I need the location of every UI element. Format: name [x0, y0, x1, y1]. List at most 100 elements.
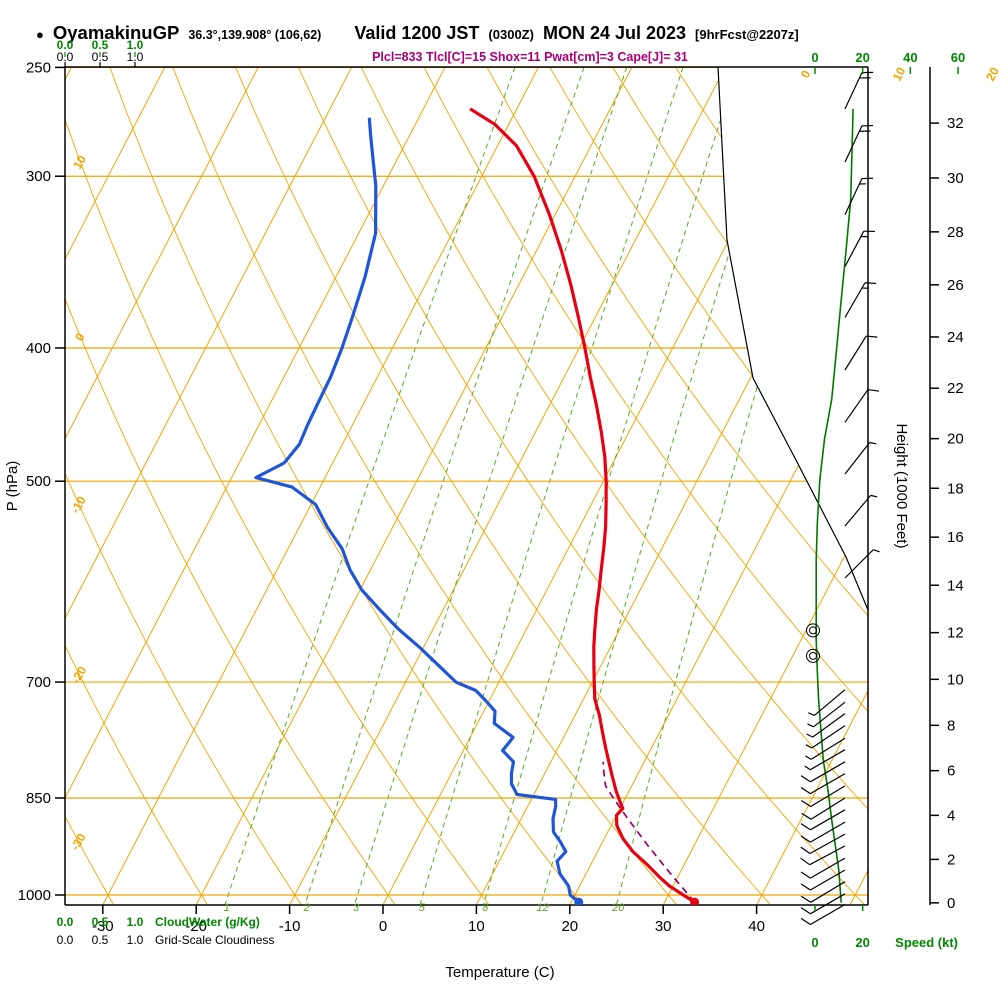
wind-barb-icon — [844, 335, 878, 371]
svg-text:0: 0 — [72, 330, 88, 343]
temperature-tick-label: 10 — [468, 918, 485, 935]
speed-tick-label-bottom: 20 — [855, 935, 869, 950]
cloudwater-scale-bottom: 1.0 — [127, 915, 144, 929]
wind-barbs — [800, 71, 880, 926]
height-tick-label: 8 — [947, 717, 955, 734]
wind-barb-icon — [807, 689, 846, 716]
wind-barb-icon — [844, 494, 878, 527]
wind-barb-icon — [801, 797, 846, 820]
calm-wind-icon — [806, 623, 820, 638]
wind-barb-icon — [800, 785, 846, 808]
wind-barb-icon — [804, 749, 846, 771]
svg-text:-10: -10 — [68, 494, 89, 516]
svg-text:20: 20 — [983, 65, 1000, 84]
height-tick-label: 18 — [947, 480, 964, 497]
cloudiness-scale-bottom: 0.0 — [57, 933, 74, 947]
cloudiness-scale-bottom: 1.0 — [127, 933, 144, 947]
height-tick-label: 22 — [947, 380, 964, 397]
height-tick-label: 0 — [947, 895, 955, 912]
height-tick-label: 4 — [947, 807, 955, 824]
speed-tick-label-top: 20 — [855, 50, 869, 65]
wind-barb-icon — [844, 549, 880, 579]
cloudwater-scale-top: 0.5 — [92, 38, 109, 52]
height-tick-label: 10 — [947, 671, 964, 688]
height-tick-label: 20 — [947, 431, 964, 448]
cloudiness-scale-top: 1.0 — [127, 50, 144, 64]
height-tick-label: 14 — [947, 577, 964, 594]
temperature-axis-title: Temperature (C) — [445, 964, 554, 981]
svg-text:0: 0 — [798, 68, 814, 81]
svg-text:12: 12 — [537, 902, 549, 914]
svg-text:1: 1 — [224, 902, 230, 914]
calm-wind-icon — [806, 648, 820, 663]
wind-speed-profile — [815, 108, 854, 903]
wind-barb-icon — [800, 869, 846, 891]
height-tick-label: 32 — [947, 115, 964, 132]
pressure-tick-label: 850 — [26, 790, 51, 807]
surface-dewpoint-dot — [574, 897, 584, 905]
calm-wind-icon — [809, 626, 817, 635]
temperature-tick-label: 30 — [655, 918, 672, 935]
svg-text:2: 2 — [303, 902, 310, 914]
height-tick-label: 28 — [947, 224, 964, 241]
grid — [65, 67, 868, 905]
cloudiness-axis-title: Grid-Scale Cloudiness — [155, 933, 274, 947]
svg-text:-30: -30 — [68, 831, 89, 853]
wind-barb-icon — [805, 737, 846, 760]
station-bullet-icon: ● — [36, 27, 44, 42]
stability-indices: Plcl=833 Tlcl[C]=15 Shox=11 Pwat[cm]=3 C… — [372, 50, 688, 64]
svg-text:8: 8 — [482, 902, 489, 914]
pressure-tick-label: 300 — [26, 168, 51, 185]
wind-barb-icon — [844, 441, 877, 475]
wind-barb-icon — [800, 773, 846, 795]
wind-barb-icon — [800, 761, 846, 783]
height-tick-label: 30 — [947, 170, 964, 187]
temperature-tick-label: 0 — [379, 918, 387, 935]
svg-text:10: 10 — [890, 65, 909, 84]
pressure-tick-label: 700 — [26, 674, 51, 691]
temperature-tick-label: -30 — [92, 918, 114, 935]
wind-barb-icon — [800, 893, 846, 915]
cloudiness-scale-top: 0.0 — [57, 50, 74, 64]
valid-date: MON 24 Jul 2023 — [542, 23, 687, 43]
wind-barb-icon — [806, 713, 846, 738]
temperature-tick-label: -10 — [279, 918, 301, 935]
wind-barb-icon — [844, 282, 877, 318]
speed-tick-label-top: 60 — [951, 50, 965, 65]
plot-frame — [64, 66, 869, 906]
cloudwater-axis-title: CloudWater (g/Kg) — [155, 915, 260, 929]
height-axis-title: Height (1000 Feet) — [893, 423, 910, 548]
dewpoint-curve — [254, 117, 580, 904]
cloudiness-scale-bottom: 0.5 — [92, 933, 109, 947]
wind-barb-icon — [800, 881, 846, 903]
sounding-curves — [254, 107, 700, 905]
height-tick-label: 16 — [947, 529, 964, 546]
wind-barb-icon — [800, 845, 846, 866]
temperature-tick-label: 40 — [748, 918, 765, 935]
cloudwater-scale-top: 1.0 — [127, 38, 144, 52]
pressure-tick-label: 250 — [26, 59, 51, 76]
wind-barb-icon — [844, 177, 874, 216]
speed-tick-label-bottom: 0 — [811, 935, 818, 950]
pressure-tick-label: 500 — [26, 473, 51, 490]
pressure-tick-label: 400 — [26, 340, 51, 357]
temperature-curve — [469, 107, 696, 904]
wind-barb-icon — [844, 230, 875, 267]
svg-text:5: 5 — [419, 902, 426, 914]
pressure-tick-label: 1000 — [18, 887, 51, 904]
valid-utc: (0300Z) — [488, 27, 534, 42]
wind-barb-icon — [800, 809, 846, 831]
wind-barb-icon — [844, 124, 874, 163]
wind-barb-icon — [800, 821, 846, 843]
temperature-tick-label: 20 — [561, 918, 578, 935]
temperature-tick-label: -20 — [185, 918, 207, 935]
wind-barb-icon — [800, 903, 846, 926]
svg-text:20: 20 — [611, 902, 625, 914]
height-tick-label: 2 — [947, 851, 955, 868]
wind-barb-icon — [844, 388, 880, 423]
station-name: OyamakinuGP — [52, 22, 180, 43]
cloudwater-scale-bottom: 0.5 — [92, 915, 109, 929]
surface-temperature-dot — [690, 897, 700, 905]
